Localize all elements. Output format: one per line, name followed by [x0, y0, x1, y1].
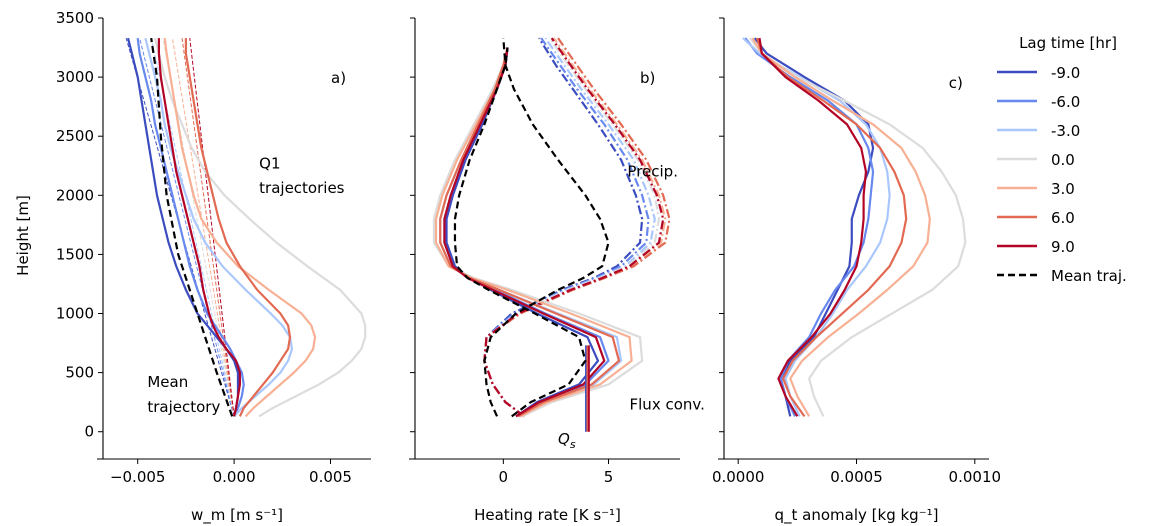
x-tick-label: 0.0000: [712, 468, 765, 486]
y-tick-label: 2500: [56, 127, 94, 145]
series-line-9.0: [758, 37, 868, 417]
mean-precip-line: [483, 38, 610, 417]
series-line--9.0: [126, 37, 240, 417]
series-line--3.0: [144, 37, 294, 418]
precip-line-6.0: [483, 37, 671, 418]
series-line-6.0: [756, 37, 908, 417]
x-tick-label: 0.000: [213, 468, 256, 486]
legend-label: 0.0: [1051, 151, 1075, 169]
y-tick-label: 0: [84, 423, 94, 441]
legend-label: Mean traj.: [1051, 267, 1127, 285]
reference-line: [181, 38, 235, 417]
legend-label: 9.0: [1051, 238, 1075, 256]
precip-line--6.0: [483, 37, 650, 418]
annotation: trajectory: [147, 398, 220, 416]
y-tick-label: 500: [65, 364, 94, 382]
reference-line: [171, 38, 235, 417]
flux-conv-line--9.0: [445, 47, 600, 418]
annotation-subscript: s: [570, 438, 576, 451]
legend: Lag time [hr] -9.0 -6.0 -3.0 0.0 3.0 6.0 9.0 Mea…: [997, 34, 1127, 285]
flux-conv-line-3.0: [434, 47, 633, 418]
legend-label: -6.0: [1051, 93, 1080, 111]
x-axis-label: q_t anomaly [kg kg⁻¹]: [775, 506, 939, 525]
y-axis-label: Height [m]: [14, 195, 32, 276]
x-tick-label: 0: [499, 468, 509, 486]
legend-label: -3.0: [1051, 122, 1080, 140]
series-line--6.0: [136, 37, 245, 417]
legend-label: 6.0: [1051, 209, 1075, 227]
y-tick-label: 1500: [56, 245, 94, 263]
y-tick-label: 2000: [56, 186, 94, 204]
annotation: Q1: [259, 154, 280, 172]
y-tick-label: 1000: [56, 305, 94, 323]
panel-label: b): [640, 69, 655, 87]
x-tick-label: 0.0010: [949, 468, 1002, 486]
panel-label: a): [331, 69, 346, 87]
flux-conv-line-6.0: [439, 47, 621, 418]
reference-line: [125, 37, 235, 417]
mean-flux-line: [453, 47, 587, 418]
legend-label: -9.0: [1051, 64, 1080, 82]
precip-line-9.0: [483, 37, 665, 418]
y-tick-label: 3000: [56, 68, 94, 86]
legend-title: Lag time [hr]: [1019, 34, 1117, 52]
flux-conv-line-9.0: [443, 47, 606, 418]
series-line-3.0: [163, 37, 317, 418]
reference-line: [139, 37, 235, 417]
series-line-3.0: [751, 37, 931, 417]
series-line--3.0: [742, 37, 891, 417]
mean-trajectory-line: [150, 37, 234, 417]
x-tick-label: 0.005: [309, 468, 352, 486]
annotation: c): [949, 74, 963, 92]
x-axis-label: Heating rate [K s⁻¹]: [474, 506, 621, 524]
x-tick-label: 5: [604, 468, 614, 486]
panel-3: 0.0000 0.0005 0.0010 q_t anomaly [kg kg⁻¹] c…: [712, 17, 1002, 525]
annotation: Precip.: [627, 163, 678, 181]
reference-line: [189, 38, 235, 417]
panel-2: 0 5 Heating rate [K s⁻¹] b) Precip. Flux conv…: [409, 17, 705, 524]
series-line-9.0: [157, 38, 241, 417]
series-line-6.0: [184, 38, 292, 417]
annotation: Mean: [147, 373, 188, 391]
series-line-0.0: [749, 37, 967, 417]
panel-1: 0 500 1000 1500 2000 2500 3000 3500 −0.005 0.000 0…: [14, 9, 371, 525]
x-axis-label: w_m [m s⁻¹]: [191, 506, 283, 525]
legend-label: 3.0: [1051, 180, 1075, 198]
annotation: trajectories: [259, 179, 345, 197]
reference-line: [150, 37, 235, 417]
x-tick-label: −0.005: [110, 468, 166, 486]
annotation: Flux conv.: [630, 396, 705, 414]
precip-line--9.0: [483, 37, 644, 418]
x-tick-label: 0.0005: [830, 468, 883, 486]
y-tick-label: 3500: [56, 9, 94, 27]
